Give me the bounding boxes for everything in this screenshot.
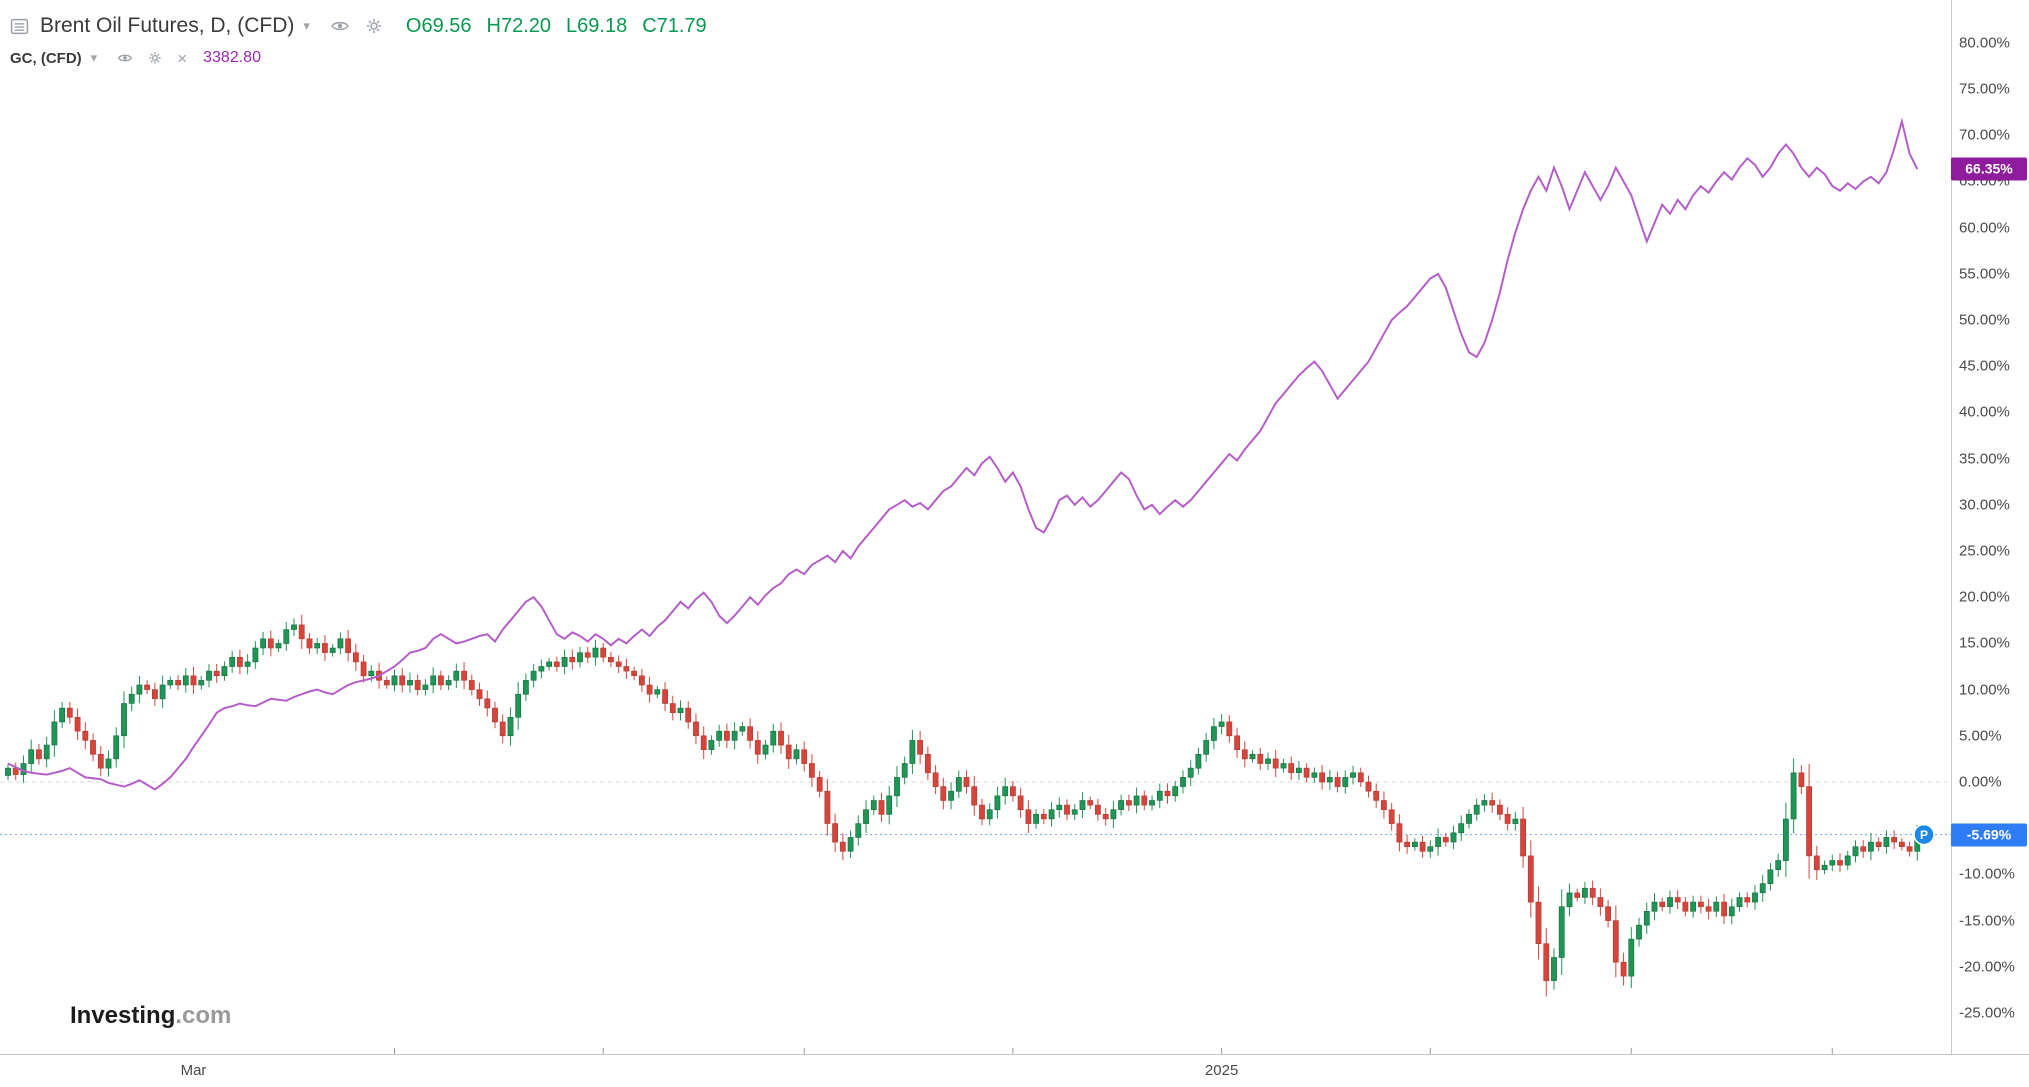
gold-line — [7, 117, 1919, 791]
overlay-symbol-legend: GC, (CFD) ▾ × 3382.80 — [10, 49, 261, 67]
settings-gear-icon[interactable] — [147, 50, 163, 66]
close-value: C71.79 — [642, 14, 707, 37]
high-value: H72.20 — [486, 14, 552, 37]
svg-text:P: P — [1920, 828, 1928, 842]
overlay-price-value: 3382.80 — [203, 49, 261, 66]
y-axis-label: 75.00% — [1959, 80, 2010, 98]
y-axis-label: -20.00% — [1959, 958, 2015, 976]
logo-main-text: Investing — [70, 1002, 176, 1029]
price-chart[interactable]: P — [0, 0, 1951, 1054]
overlay-symbol-title[interactable]: GC, (CFD) — [10, 49, 82, 67]
y-axis-label: 55.00% — [1959, 265, 2010, 283]
y-axis-label: 30.00% — [1959, 496, 2010, 514]
symbol-title[interactable]: Brent Oil Futures, D, (CFD) — [40, 14, 295, 37]
x-axis-label: 2025 — [1204, 1062, 1239, 1079]
chevron-down-icon[interactable]: ▾ — [90, 50, 98, 66]
time-axis[interactable]: Mar 2025 — [0, 1054, 2029, 1087]
gold-price-badge: 66.35% — [1951, 157, 2027, 181]
y-axis-label: 10.00% — [1959, 681, 2010, 699]
y-axis-label: 60.00% — [1959, 219, 2010, 237]
low-value: L69.18 — [566, 14, 628, 37]
close-icon[interactable]: × — [177, 48, 188, 68]
ohlc-values: O69.56 H72.20 L69.18 C71.79 — [406, 15, 707, 38]
y-axis-label: 35.00% — [1959, 450, 2010, 468]
y-axis-label: 40.00% — [1959, 403, 2010, 421]
chevron-down-icon[interactable]: ▾ — [303, 18, 310, 34]
y-axis-label: -15.00% — [1959, 912, 2015, 930]
y-axis-label: 0.00% — [1959, 773, 2002, 791]
y-axis-label: 25.00% — [1959, 542, 2010, 560]
eye-icon[interactable] — [117, 50, 133, 66]
brent-candles — [5, 614, 1921, 997]
y-axis-label: 50.00% — [1959, 311, 2010, 329]
y-axis-label: 80.00% — [1959, 34, 2010, 52]
y-axis-label: 70.00% — [1959, 126, 2010, 144]
x-axis-label: Mar — [180, 1062, 207, 1079]
logo-suffix-text: .com — [175, 1002, 232, 1029]
y-axis-label: -25.00% — [1959, 1004, 2015, 1022]
open-value: O69.56 — [405, 14, 472, 37]
y-axis-label: 20.00% — [1959, 588, 2010, 606]
main-symbol-legend: Brent Oil Futures, D, (CFD) ▾ O69.56 H72… — [10, 14, 707, 38]
eye-icon[interactable] — [330, 16, 350, 36]
settings-gear-icon[interactable] — [364, 16, 384, 36]
y-axis-label: 5.00% — [1959, 727, 2002, 745]
brent-price-badge: -5.69% — [1951, 823, 2027, 847]
investing-logo[interactable]: Investing.com — [70, 1002, 231, 1030]
y-axis-label: -10.00% — [1959, 865, 2015, 883]
panel-icon[interactable] — [10, 17, 29, 36]
price-marker: P — [1913, 823, 1935, 846]
y-axis-label: 45.00% — [1959, 357, 2010, 375]
y-axis-label: 15.00% — [1959, 634, 2010, 652]
